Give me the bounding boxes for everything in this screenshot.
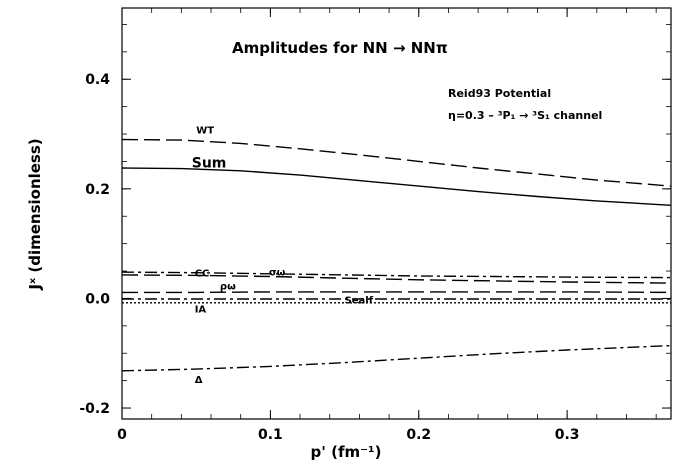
y-tick-label: 0.4 [85, 72, 110, 88]
annotation-label: ρω [220, 282, 236, 293]
annotation-label: CC [195, 269, 210, 280]
series-line-1 [121, 167, 672, 206]
y-tick-label: 0.0 [85, 291, 110, 307]
annotation-label: Sum [192, 155, 227, 171]
x-tick-label: 0 [117, 427, 127, 443]
x-tick-label: 0.3 [555, 427, 580, 443]
series-layer [121, 138, 672, 372]
series-line-2 [121, 271, 672, 279]
series-line-7 [121, 344, 672, 372]
annotation-label: WT [196, 125, 214, 136]
series-line-0 [121, 138, 672, 187]
plot-frame [121, 7, 672, 420]
chart-subtitle-line-2: η=0.3 – ³P₁ → ³S₁ channel [448, 109, 602, 122]
series-line-4 [122, 291, 672, 294]
y-tick-label: 0.2 [85, 182, 110, 198]
x-tick-label: 0.1 [258, 427, 283, 443]
x-tick-label: 0.2 [406, 427, 431, 443]
annotation-layer: WT Sum CC σω ρω Sealf IA Δ [192, 125, 374, 385]
annotation-label: σω [269, 267, 286, 278]
series-line-3 [121, 274, 672, 284]
annotation-label: Sealf [345, 295, 374, 306]
chart-title: Amplitudes for NN → NNπ [232, 39, 448, 57]
y-tick-label: -0.2 [79, 401, 110, 417]
ticks-layer: 0 0.1 0.2 0.3 -0.2 0.0 0.2 0.4 [79, 8, 671, 443]
annotation-label: IA [195, 305, 207, 316]
x-axis-title: p' (fm⁻¹) [311, 443, 382, 461]
annotation-label: Δ [195, 375, 203, 386]
y-axis-title: Jˣ (dimensionless) [26, 138, 44, 290]
chart-subtitle-line-1: Reid93 Potential [448, 87, 551, 100]
